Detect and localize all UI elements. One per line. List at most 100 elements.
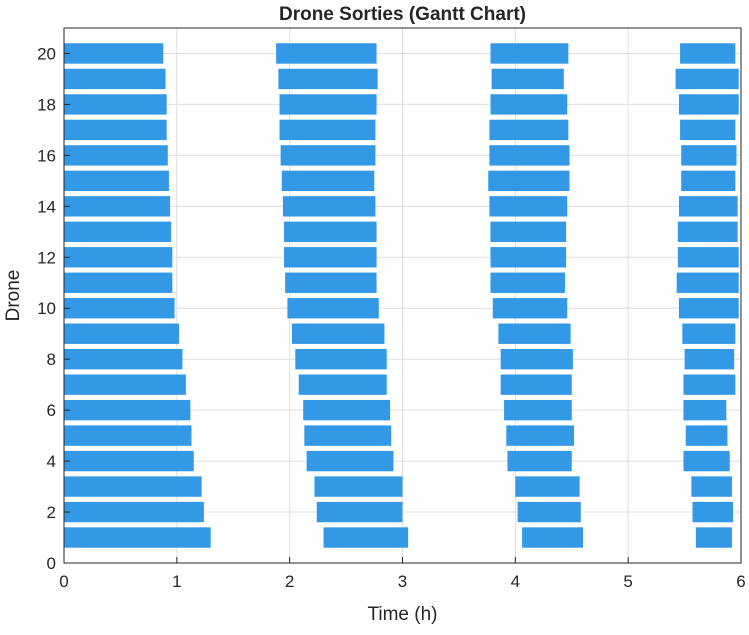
sortie-bar (489, 119, 569, 141)
sortie-bar (64, 349, 183, 370)
sortie-bar (678, 298, 739, 319)
sortie-bar (284, 221, 377, 242)
sortie-bar (285, 272, 377, 293)
chart-title: Drone Sorties (Gantt Chart) (279, 4, 526, 25)
sortie-bar (278, 68, 378, 90)
y-axis-label: Drone (3, 270, 24, 322)
sortie-bar (303, 399, 391, 421)
sortie-bar (507, 450, 572, 472)
sortie-bar (682, 323, 736, 344)
y-tick-label: 2 (47, 503, 56, 522)
sortie-bar (683, 450, 730, 472)
sortie-bar (489, 145, 570, 166)
sortie-bar (490, 94, 568, 115)
sortie-bar (280, 145, 376, 166)
sortie-bar (64, 399, 191, 421)
sortie-bar (498, 323, 571, 344)
x-tick-label: 1 (172, 572, 181, 591)
sortie-bar (680, 119, 736, 141)
sortie-bar (64, 476, 202, 497)
y-tick-label: 20 (37, 44, 56, 63)
y-tick-label: 8 (47, 350, 56, 369)
sortie-bar (488, 170, 570, 192)
sortie-bar (281, 170, 375, 192)
sortie-bar (64, 298, 175, 319)
sortie-bar (64, 323, 180, 344)
sortie-bar (279, 94, 377, 115)
sortie-bar (490, 247, 567, 268)
sortie-bar (491, 68, 564, 90)
sortie-bar (64, 145, 168, 166)
sortie-bar (681, 145, 737, 166)
sortie-bar (64, 119, 167, 141)
sortie-bar (64, 221, 172, 242)
x-tick-label: 3 (398, 572, 407, 591)
sortie-bar (323, 527, 409, 548)
sortie-bar (492, 298, 568, 319)
sortie-bar (490, 221, 567, 242)
sortie-bar (489, 196, 568, 217)
sortie-bar (64, 170, 169, 192)
sortie-bar (506, 425, 575, 446)
sortie-bar (64, 94, 167, 115)
sortie-bar (504, 399, 572, 421)
sortie-bar (306, 450, 394, 472)
sortie-bar (279, 119, 376, 141)
sortie-bar (677, 221, 738, 242)
x-tick-label: 0 (59, 572, 68, 591)
y-tick-label: 4 (47, 452, 56, 471)
y-tick-label: 14 (37, 197, 56, 216)
x-tick-label: 5 (623, 572, 632, 591)
sortie-bar (284, 247, 377, 268)
sortie-bar (677, 247, 739, 268)
sortie-bar (64, 501, 204, 523)
sortie-bar (64, 43, 164, 64)
sortie-bar (64, 247, 173, 268)
sortie-bar (680, 43, 736, 64)
sortie-bar (64, 425, 192, 446)
sortie-bar (522, 527, 584, 548)
sortie-bar (64, 196, 171, 217)
x-axis-label: Time (h) (367, 604, 437, 625)
sortie-bar (282, 196, 376, 217)
sortie-bar (295, 349, 387, 370)
sortie-bar (304, 425, 392, 446)
y-tick-label: 10 (37, 299, 56, 318)
sortie-bar (500, 374, 572, 395)
sortie-bar (678, 196, 738, 217)
sortie-bar (683, 399, 727, 421)
x-tick-label: 4 (511, 572, 520, 591)
y-tick-label: 0 (47, 554, 56, 573)
sortie-bar (684, 349, 735, 370)
y-tick-label: 6 (47, 401, 56, 420)
sortie-bar (681, 170, 736, 192)
sortie-bar (685, 425, 728, 446)
sortie-bar (675, 68, 739, 90)
sortie-bar (64, 527, 211, 548)
sortie-bar (291, 323, 385, 344)
sortie-bar (517, 501, 581, 523)
sortie-bar (64, 450, 194, 472)
x-tick-label: 2 (285, 572, 294, 591)
sortie-bar (678, 94, 739, 115)
sortie-bar (64, 374, 186, 395)
sortie-bar (695, 527, 732, 548)
sortie-bar (691, 476, 732, 497)
sortie-bar (316, 501, 403, 523)
sortie-bar (64, 68, 166, 90)
sortie-bar (287, 298, 379, 319)
x-tick-label: 6 (736, 572, 745, 591)
sortie-bar (692, 501, 734, 523)
sortie-bar (64, 272, 173, 293)
sortie-bar (490, 272, 565, 293)
sortie-bar (490, 43, 569, 64)
sortie-bar (298, 374, 387, 395)
sortie-bars (64, 43, 739, 548)
sortie-bar (314, 476, 403, 497)
sortie-bar (515, 476, 580, 497)
y-tick-label: 12 (37, 248, 56, 267)
sortie-bar (276, 43, 377, 64)
